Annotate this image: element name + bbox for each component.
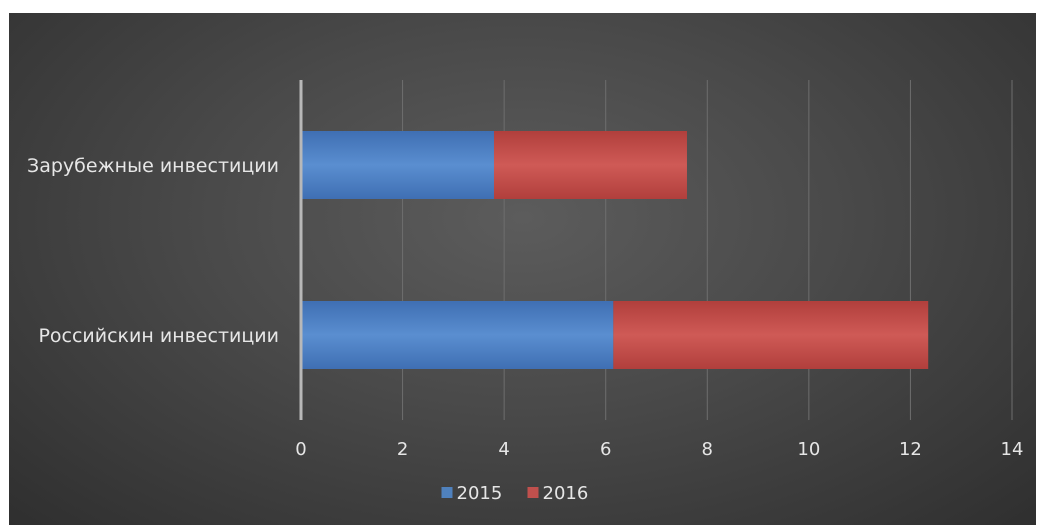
category-label-0: Зарубежные инвестиции xyxy=(27,155,279,177)
stacked-bar-chart: 0 2 4 6 8 10 12 14 Зарубежные инвестиции Российск… xyxy=(27,80,1023,504)
x-tick-label-4: 4 xyxy=(498,439,509,460)
axes: 0 2 4 6 8 10 12 14 Зарубежные инвестиции Российск… xyxy=(27,80,1023,460)
bar-2015-0 xyxy=(301,131,494,199)
legend-label-2016: 2016 xyxy=(543,483,589,504)
x-tick-label-0: 0 xyxy=(295,439,306,460)
chart-background: 0 2 4 6 8 10 12 14 Зарубежные инвестиции Российск… xyxy=(9,13,1036,525)
legend-swatch-2016 xyxy=(527,487,539,498)
x-tick-label-8: 8 xyxy=(702,439,713,460)
bar-2015-1 xyxy=(301,301,614,369)
legend: 2015 2016 xyxy=(441,483,589,504)
category-label-1: Российскин инвестиции xyxy=(38,325,279,347)
x-tick-label-10: 10 xyxy=(797,439,820,460)
x-tick-label-12: 12 xyxy=(899,439,922,460)
x-tick-label-6: 6 xyxy=(600,439,611,460)
bar-2016-0 xyxy=(493,131,687,199)
x-tick-label-14: 14 xyxy=(1001,439,1024,460)
x-tick-label-2: 2 xyxy=(397,439,408,460)
bars xyxy=(301,131,929,369)
bar-2016-1 xyxy=(613,301,929,369)
legend-swatch-2015 xyxy=(441,487,453,498)
legend-label-2015: 2015 xyxy=(457,483,503,504)
